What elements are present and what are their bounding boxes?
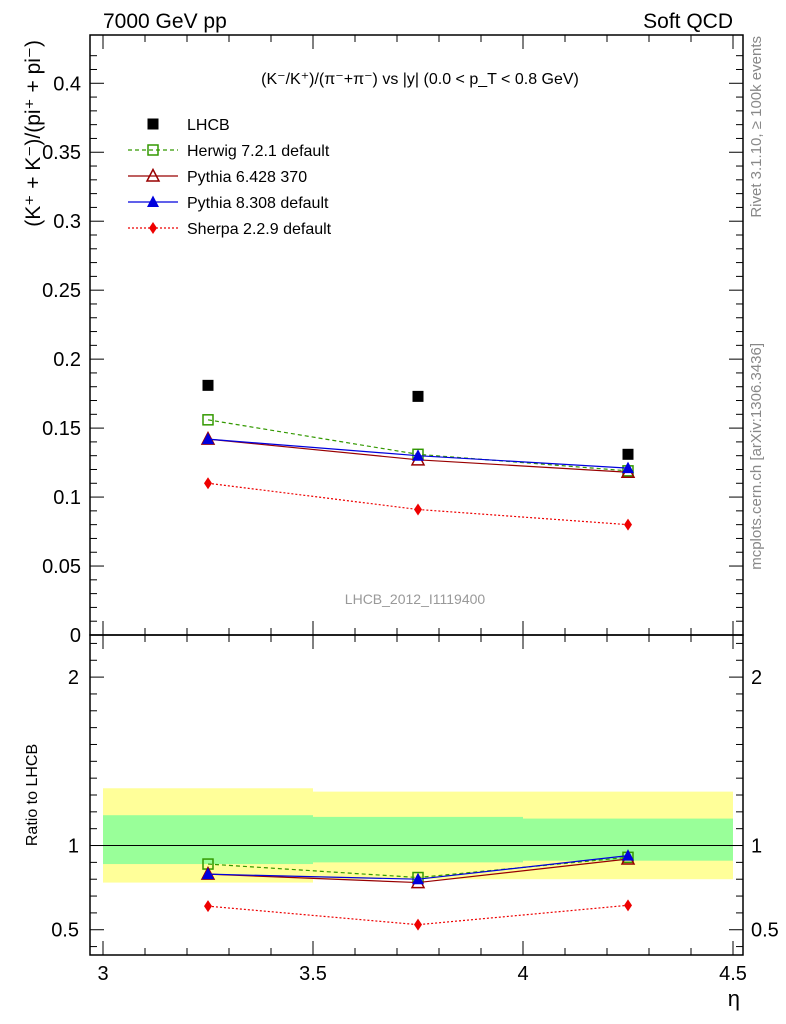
upper-ytick-label: 0.4 xyxy=(53,73,81,95)
ratio-bands xyxy=(90,788,743,883)
lower-ytick-label: 2 xyxy=(68,667,79,689)
upper-point-pythia8-2 xyxy=(622,461,634,474)
watermark: LHCB_2012_I1119400 xyxy=(345,591,486,607)
upper-point-lhcb-0 xyxy=(202,379,214,391)
legend: LHCB Herwig 7.2.1 default Pythia 6.428 370… xyxy=(128,117,332,238)
upper-point-pythia8-0 xyxy=(202,432,214,445)
side-text-top: Rivet 3.1.10, ≥ 100k events xyxy=(748,36,765,218)
ratio-band-inner-0 xyxy=(103,815,313,865)
header-left: 7000 GeV pp xyxy=(103,10,227,33)
upper-ytick-label: 0.2 xyxy=(53,349,81,371)
lower-ylabel: Ratio to LHCB xyxy=(24,744,41,846)
lower-xtick-label: 4.5 xyxy=(719,963,747,985)
lower-point-sherpa-2 xyxy=(624,899,632,912)
upper-title: (K⁻/K⁺)/(π⁻+π⁻) vs |y| (0.0 < p_T < 0.8 … xyxy=(261,71,579,88)
legend-label-pythia8: Pythia 8.308 default xyxy=(187,195,329,212)
header-right: Soft QCD xyxy=(643,10,733,33)
upper-axis-ticks: 0 0.05 0.1 0.15 0.2 0.25 0.3 0.35 0.4 xyxy=(42,35,743,647)
upper-point-lhcb-2 xyxy=(622,448,634,460)
upper-ytick-label: 0.25 xyxy=(42,280,81,302)
lower-ytick-label: 1 xyxy=(68,836,79,858)
upper-ytick-label: 0.05 xyxy=(42,556,81,578)
legend-label-sherpa: Sherpa 2.2.9 default xyxy=(187,221,332,238)
upper-panel: 0 0.05 0.1 0.15 0.2 0.25 0.3 0.35 0.4 (K⁻/K⁺)/(π… xyxy=(22,34,744,647)
x-axis-label: η xyxy=(728,986,740,1011)
legend-marker-herwig xyxy=(147,144,159,156)
lower-point-sherpa-1 xyxy=(414,918,422,931)
lower-series-layer xyxy=(200,849,636,931)
legend-marker-pythia6 xyxy=(145,167,161,182)
lower-xtick-label: 3.5 xyxy=(299,963,327,985)
legend-label-pythia6: Pythia 6.428 370 xyxy=(187,169,307,186)
legend-marker-lhcb xyxy=(147,118,159,130)
upper-point-lhcb-1 xyxy=(412,390,424,402)
lower-point-sherpa-0 xyxy=(204,900,212,913)
lower-ytick-label-right: 0.5 xyxy=(751,920,779,942)
lower-ytick-label-right: 1 xyxy=(751,836,762,858)
upper-series-layer xyxy=(200,379,636,531)
upper-point-pythia8-1 xyxy=(412,449,424,461)
upper-ytick-label: 0.3 xyxy=(53,211,81,233)
lower-ytick-label: 0.5 xyxy=(51,920,79,942)
ratio-band-inner-1 xyxy=(313,816,523,863)
upper-point-sherpa-2 xyxy=(624,518,632,531)
upper-ytick-label: 0.1 xyxy=(53,487,81,509)
lower-xtick-label: 4 xyxy=(517,963,528,985)
legend-label-herwig: Herwig 7.2.1 default xyxy=(187,143,330,160)
upper-point-sherpa-0 xyxy=(204,477,212,490)
upper-ytick-label: 0 xyxy=(70,625,81,647)
upper-point-sherpa-1 xyxy=(414,503,422,516)
upper-ytick-label: 0.15 xyxy=(42,418,81,440)
upper-ytick-label: 0.35 xyxy=(42,142,81,164)
lower-point-pythia8-1 xyxy=(412,872,424,885)
lower-xtick-label: 3 xyxy=(97,963,108,985)
legend-label-lhcb: LHCB xyxy=(187,117,230,134)
lower-point-pythia8-0 xyxy=(202,867,214,880)
lower-panel: 0.5 0.5 1 1 2 2 3 3.5 4 4.5 Ratio to LHCB η xyxy=(24,634,779,1011)
upper-ylabel: (K⁺ + K⁻)/(pi⁺ + pi⁻) xyxy=(22,40,45,227)
upper-point-herwig-0 xyxy=(202,414,214,426)
lower-axis-ticks: 0.5 0.5 1 1 2 2 3 3.5 4 4.5 xyxy=(51,635,779,985)
legend-marker-sherpa xyxy=(149,222,157,234)
side-text-bottom: mcplots.cern.ch [arXiv:1306.3436] xyxy=(748,343,765,570)
legend-marker-pythia8 xyxy=(147,195,159,207)
lower-point-pythia8-2 xyxy=(622,849,634,861)
lower-ytick-label-right: 2 xyxy=(751,667,762,689)
